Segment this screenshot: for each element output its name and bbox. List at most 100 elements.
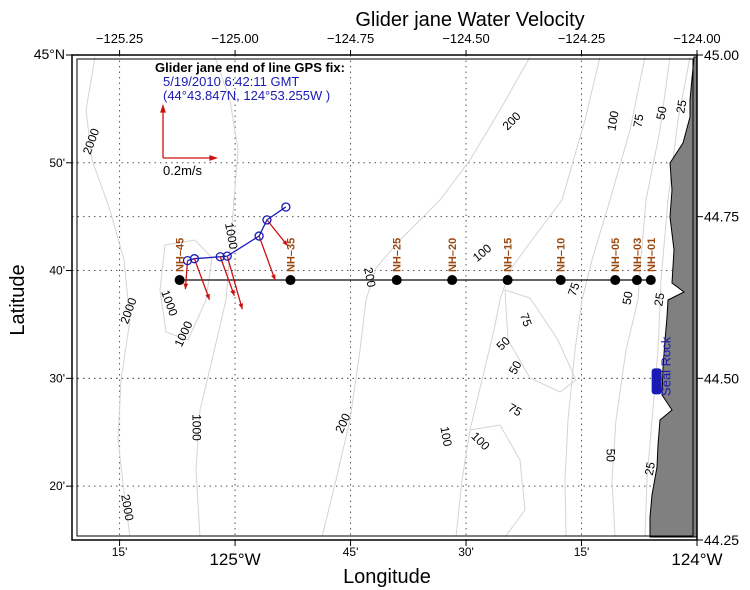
contour-line-25 xyxy=(644,56,691,538)
glider-track xyxy=(182,202,291,310)
gps-fix-time: 5/19/2010 6:42:11 GMT xyxy=(163,74,299,89)
contour-label: 50 xyxy=(653,105,669,121)
glider-position-marker xyxy=(262,215,272,225)
velocity-arrow xyxy=(266,219,289,247)
contour-line-50 xyxy=(611,56,671,538)
contour-label: 25 xyxy=(642,461,658,477)
left-tick-label: 30' xyxy=(49,371,65,385)
contour-line-1000-loop xyxy=(159,239,213,341)
contour-line-1000 xyxy=(195,56,239,538)
bottom-tick-label: 30' xyxy=(458,545,474,559)
station-label: NH–45 xyxy=(175,238,187,272)
contour-label: 100 xyxy=(470,241,495,265)
top-tick-label: −124.25 xyxy=(558,31,605,46)
bottom-tick-label: 15' xyxy=(112,545,128,559)
bottom-tick-label: 124°W xyxy=(671,550,722,569)
contour-line-75-loop xyxy=(504,289,577,393)
map-frame-outer xyxy=(71,54,698,541)
glider-position-marker xyxy=(182,255,193,266)
contour-label: 200 xyxy=(361,266,378,288)
bottom-tick-label: 125°W xyxy=(209,550,260,569)
contour-label: 25 xyxy=(651,291,667,307)
contour-line-100-loop xyxy=(469,424,526,538)
contour-line-200 xyxy=(321,56,531,538)
velocity-arrowhead xyxy=(238,303,244,310)
velocity-scale xyxy=(160,103,219,161)
velocity-arrow xyxy=(193,258,211,301)
contour-line-2000 xyxy=(85,56,131,538)
contour-label: 200 xyxy=(500,109,524,133)
station-label: NH–03 xyxy=(632,238,644,272)
bottom-tick-label: 45' xyxy=(343,545,359,559)
left-tick-label: 45°N xyxy=(34,46,65,62)
contour-label: 2000 xyxy=(117,296,139,326)
contour-line-75 xyxy=(564,56,646,538)
bottom-tick-label: 15' xyxy=(574,545,590,559)
map-title: Glider jane Water Velocity xyxy=(355,9,584,31)
contour-line-100 xyxy=(455,56,601,538)
seal-rock-label: Seal Rock xyxy=(659,336,674,396)
top-tick-label: −124.00 xyxy=(673,31,720,46)
scale-label: 0.2m/s xyxy=(163,163,203,178)
station-label: NH–01 xyxy=(646,238,658,272)
glider-position-marker xyxy=(222,251,232,261)
velocity-arrow xyxy=(219,256,235,296)
grid-lines xyxy=(72,55,697,540)
station-marker xyxy=(285,275,296,286)
contour-label: 50 xyxy=(620,290,636,306)
right-tick-label: 44.50 xyxy=(704,370,739,386)
left-tick-label: 20' xyxy=(49,479,65,493)
contour-label: 75 xyxy=(506,401,525,420)
station-label: NH–15 xyxy=(503,238,515,272)
velocity-arrowhead xyxy=(205,293,210,300)
contour-label: 1000 xyxy=(190,414,204,441)
bathymetry-contours xyxy=(85,56,691,538)
station-label: NH–20 xyxy=(447,238,459,272)
station-marker xyxy=(631,275,642,286)
seal-rock-icon xyxy=(651,368,662,395)
scale-arrowhead-north xyxy=(160,103,166,113)
contour-label: 75 xyxy=(517,311,535,329)
station-marker xyxy=(645,275,656,286)
station-label: NH–35 xyxy=(285,238,297,272)
station-marker xyxy=(391,275,402,286)
contour-label: 25 xyxy=(673,98,689,114)
scale-arrowhead-east xyxy=(209,155,219,161)
velocity-arrowhead xyxy=(271,274,276,281)
station-label: NH–25 xyxy=(392,238,404,272)
velocity-arrow xyxy=(258,235,276,281)
station-label: NH–10 xyxy=(556,238,568,272)
contour-label: 50 xyxy=(604,449,618,463)
contour-label: 50 xyxy=(494,334,514,354)
glider-position-marker xyxy=(281,202,291,212)
right-tick-label: 45.00 xyxy=(704,47,739,63)
station-marker xyxy=(555,275,566,286)
velocity-arrow xyxy=(226,255,243,310)
velocity-arrowhead xyxy=(183,283,189,290)
gps-fix-heading: Glider jane end of line GPS fix: xyxy=(155,60,345,75)
contour-label: 2000 xyxy=(118,493,136,522)
left-tick-label: 40' xyxy=(49,264,65,278)
left-tick-label: 50' xyxy=(49,156,65,170)
seal-rock-marker: Seal Rock xyxy=(651,336,674,396)
station-label: NH–05 xyxy=(610,238,622,272)
top-tick-label: −125.00 xyxy=(211,31,258,46)
contour-label: 100 xyxy=(437,425,454,447)
station-marker xyxy=(174,275,185,286)
contour-label: 100 xyxy=(468,429,492,453)
contour-label: 1000 xyxy=(172,319,196,349)
station-marker xyxy=(610,275,621,286)
station-marker xyxy=(447,275,458,286)
top-tick-label: −125.25 xyxy=(96,31,143,46)
glider-position-marker xyxy=(254,231,264,241)
stations: NH–45 NH–35 NH–25 NH–20 NH–15 NH–10 NH–05 NH–03… xyxy=(174,238,658,286)
top-tick-label: −124.75 xyxy=(327,31,374,46)
contour-label: 75 xyxy=(565,280,583,298)
velocity-arrowhead xyxy=(282,240,288,246)
glider-position-marker xyxy=(215,252,225,262)
x-axis-label: Longitude xyxy=(343,566,431,588)
land-coastline xyxy=(649,56,698,538)
contour-label: 75 xyxy=(630,113,646,129)
right-tick-label: 44.25 xyxy=(704,532,739,548)
